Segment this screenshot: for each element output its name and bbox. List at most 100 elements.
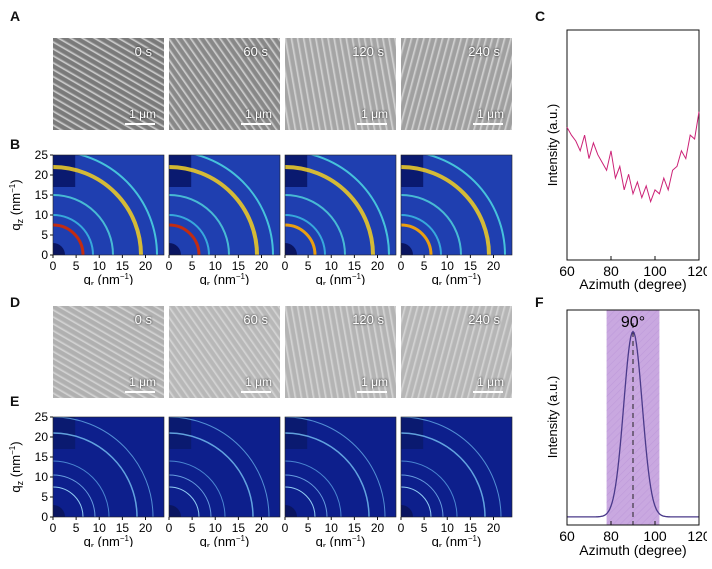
giwaxs-y-tick: 5	[41, 490, 48, 504]
giwaxs-x-tick: 10	[325, 521, 339, 535]
giwaxs-x-tick: 15	[348, 259, 362, 273]
giwaxs-x-tick: 0	[166, 259, 173, 273]
giwaxs-y-label-unit: (nm	[8, 455, 23, 481]
giwaxs-x-label: qr (nm−1)	[432, 272, 482, 285]
d-sem-image-0: 0 s 1 μm	[53, 306, 164, 398]
giwaxs-x-label-sub: r	[439, 541, 442, 547]
giwaxs-x-label-unit: (nm	[442, 272, 468, 285]
giwaxs-x-tick: 10	[209, 259, 223, 273]
giwaxs-y-tick: 15	[35, 450, 49, 464]
giwaxs-beamstop	[285, 243, 297, 255]
giwaxs-ring	[169, 432, 254, 517]
chart-c-x-tick: 80	[603, 263, 619, 279]
giwaxs-x-label-q: q	[200, 272, 207, 285]
giwaxs-y-label: qz (nm−1)	[8, 441, 25, 492]
giwaxs-x-tick: 10	[93, 259, 107, 273]
giwaxs-x-label: qr (nm−1)	[316, 534, 366, 547]
giwaxs-x-tick: 15	[464, 521, 478, 535]
a-sem-scale-bar	[125, 123, 155, 125]
giwaxs-y-label-sub: z	[15, 218, 25, 223]
giwaxs-beamstop	[169, 505, 181, 517]
giwaxs-ring	[401, 223, 433, 255]
d-sem-image-2: 120 s 1 μm	[285, 306, 396, 398]
giwaxs-ring	[193, 155, 274, 255]
giwaxs-x-label-q: q	[84, 534, 91, 547]
giwaxs-x-label-unit: (nm	[442, 534, 468, 547]
giwaxs-x-label-close: )	[245, 534, 249, 547]
giwaxs-ring	[401, 214, 442, 255]
giwaxs-beamstop	[53, 505, 65, 517]
giwaxs-x-label-unit: (nm	[94, 272, 120, 285]
giwaxs-x-tick: 0	[282, 259, 289, 273]
giwaxs-ring	[285, 474, 328, 517]
giwaxs-ring	[285, 165, 375, 255]
giwaxs-x-tick: 0	[398, 521, 405, 535]
giwaxs-x-tick: 0	[50, 521, 57, 535]
panel-label-b: B	[10, 136, 21, 152]
giwaxs-x-tick: 20	[487, 521, 501, 535]
giwaxs-shadow-region	[169, 155, 192, 187]
giwaxs-shadow-region	[401, 155, 424, 187]
panel-label-f: F	[535, 294, 544, 310]
giwaxs-pattern-3	[401, 155, 512, 255]
a-sem-time-label: 120 s	[352, 44, 384, 59]
chart-f-x-tick: 80	[603, 528, 619, 544]
giwaxs-ring	[169, 486, 200, 517]
giwaxs-x-label-exp: −1	[120, 534, 130, 543]
giwaxs-x-tick: 5	[189, 259, 196, 273]
giwaxs-x-tick: 20	[139, 259, 153, 273]
giwaxs-ring	[169, 223, 201, 255]
giwaxs-x-tick: 0	[166, 521, 173, 535]
giwaxs-x-label-close: )	[361, 272, 365, 285]
giwaxs-x-label-sub: r	[439, 279, 442, 285]
giwaxs-frame	[400, 416, 513, 518]
giwaxs-y-tick: 20	[35, 430, 49, 444]
giwaxs-y-tick: 25	[35, 412, 49, 424]
giwaxs-ring	[285, 460, 342, 517]
giwaxs-frame	[52, 416, 165, 518]
giwaxs-x-tick: 10	[441, 521, 455, 535]
a-sem-scale-label: 1 μm	[129, 107, 156, 121]
chart-f-ylabel: Intensity (a.u.)	[545, 376, 560, 458]
giwaxs-x-tick: 20	[487, 259, 501, 273]
giwaxs-y-tick: 15	[35, 188, 49, 202]
panel-label-a: A	[10, 8, 21, 24]
chart-c-x-tick: 60	[559, 263, 575, 279]
giwaxs-y-label-close: )	[8, 441, 23, 445]
chart-c-series-line	[566, 111, 700, 204]
giwaxs-x-tick: 5	[421, 521, 428, 535]
a-sem-image-0: 0 s 1 μm	[53, 38, 164, 130]
giwaxs-ring	[53, 460, 110, 517]
giwaxs-ring	[169, 417, 270, 517]
giwaxs-x-tick: 5	[73, 259, 80, 273]
a-sem-image-2: 120 s 1 μm	[285, 38, 396, 130]
giwaxs-y-label-sub: z	[15, 480, 25, 485]
giwaxs-x-tick: 0	[398, 259, 405, 273]
giwaxs-frame	[52, 154, 165, 256]
a-sem-scale-label: 1 μm	[245, 107, 272, 121]
giwaxs-x-tick: 15	[116, 521, 130, 535]
giwaxs-ring	[285, 194, 346, 255]
giwaxs-ring	[53, 417, 154, 517]
giwaxs-x-label-unit: (nm	[94, 534, 120, 547]
giwaxs-ring	[53, 474, 96, 517]
giwaxs-x-label-sub: r	[207, 279, 210, 285]
giwaxs-y-label-close: )	[8, 179, 23, 183]
giwaxs-pattern-0	[53, 155, 164, 255]
giwaxs-y-tick: 0	[41, 248, 48, 262]
a-sem-scale-label: 1 μm	[477, 107, 504, 121]
giwaxs-pattern-1	[169, 417, 280, 517]
d-sem-time-label: 0 s	[134, 312, 152, 327]
giwaxs-ring	[77, 155, 158, 255]
d-sem-time-label: 120 s	[352, 312, 384, 327]
a-sem-image-1: 60 s 1 μm	[169, 38, 280, 130]
giwaxs-y-label-unit: (nm	[8, 193, 23, 219]
giwaxs-x-label-exp: −1	[120, 272, 130, 281]
giwaxs-x-tick: 20	[255, 521, 269, 535]
giwaxs-pattern-2	[285, 155, 396, 255]
giwaxs-pattern-0	[53, 417, 164, 517]
giwaxs-x-label: qr (nm−1)	[84, 272, 134, 285]
giwaxs-ring	[53, 165, 143, 255]
giwaxs-shadow-region	[285, 155, 308, 187]
